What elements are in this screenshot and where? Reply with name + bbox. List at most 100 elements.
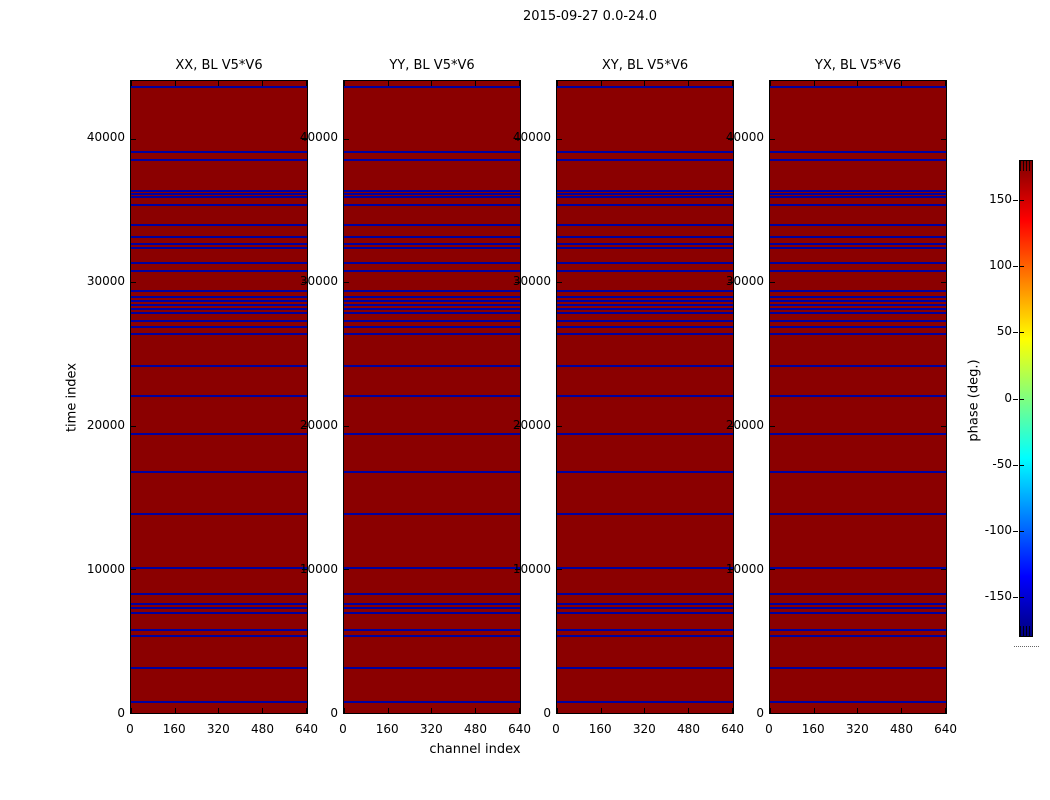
x-tick-mark bbox=[431, 81, 433, 86]
y-tick-mark bbox=[770, 713, 775, 714]
y-tick-label: 40000 bbox=[299, 129, 338, 144]
y-tick-mark bbox=[344, 138, 349, 140]
x-tick-label: 320 bbox=[845, 722, 869, 736]
x-tick-mark bbox=[387, 81, 389, 86]
heatmap-panel-yy bbox=[343, 80, 521, 714]
flagged-row-line bbox=[131, 235, 307, 238]
flagged-row-line bbox=[557, 235, 733, 238]
colorbar-tick-mark bbox=[1013, 332, 1018, 334]
flagged-row-line bbox=[344, 300, 520, 302]
colorbar-tick-mark bbox=[1013, 266, 1018, 267]
x-tick-mark bbox=[644, 708, 646, 713]
flagged-row-line bbox=[557, 246, 733, 249]
flagged-row-line bbox=[770, 246, 946, 249]
colorbar-tick-label: 50 bbox=[996, 324, 1012, 339]
flagged-row-line bbox=[131, 296, 307, 299]
x-tick-mark bbox=[770, 81, 771, 86]
flagged-row-line bbox=[131, 326, 307, 329]
flagged-row-line bbox=[131, 86, 307, 89]
flagged-row-line bbox=[557, 289, 733, 292]
y-tick-label: 10000 bbox=[86, 561, 125, 576]
flagged-row-line bbox=[131, 512, 307, 515]
flagged-row-line bbox=[770, 86, 946, 89]
flagged-row-line bbox=[557, 223, 733, 226]
flagged-row-line bbox=[344, 158, 520, 161]
x-tick-mark bbox=[600, 708, 602, 713]
flagged-row-line bbox=[557, 364, 733, 367]
y-tick-mark bbox=[770, 569, 775, 571]
flagged-row-line bbox=[770, 319, 946, 322]
flagged-row-line bbox=[557, 312, 733, 315]
flagged-row-line bbox=[770, 602, 946, 605]
flagged-row-line bbox=[131, 394, 307, 397]
flagged-row-line bbox=[344, 246, 520, 249]
flagged-row-line bbox=[131, 332, 307, 335]
flagged-row-line bbox=[344, 319, 520, 322]
y-tick-label: 40000 bbox=[725, 129, 764, 144]
y-tick-mark bbox=[728, 282, 733, 284]
flagged-row-line bbox=[344, 193, 520, 195]
y-tick-mark bbox=[941, 138, 946, 140]
x-tick-label: 640 bbox=[508, 722, 532, 736]
flagged-row-line bbox=[344, 432, 520, 435]
y-tick-mark bbox=[770, 425, 775, 427]
y-tick-label: 30000 bbox=[512, 273, 551, 288]
flagged-row-line bbox=[344, 332, 520, 335]
x-tick-mark bbox=[557, 81, 558, 86]
x-tick-mark bbox=[688, 708, 689, 713]
flagged-row-line bbox=[131, 700, 307, 703]
flagged-row-line bbox=[344, 312, 520, 315]
flagged-row-line bbox=[131, 242, 307, 245]
x-tick-mark bbox=[731, 81, 733, 86]
flagged-row-line bbox=[557, 296, 733, 299]
x-tick-mark bbox=[174, 81, 176, 86]
x-tick-label: 480 bbox=[251, 722, 274, 736]
y-tick-mark bbox=[515, 282, 520, 284]
x-tick-mark bbox=[475, 708, 476, 713]
flagged-row-line bbox=[344, 304, 520, 307]
colorbar-bottom-hatch bbox=[1020, 626, 1032, 636]
y-tick-label: 20000 bbox=[512, 417, 551, 432]
flagged-row-line bbox=[344, 364, 520, 367]
flagged-row-line bbox=[131, 269, 307, 272]
flagged-row-line bbox=[770, 150, 946, 153]
x-tick-label: 480 bbox=[890, 722, 913, 736]
flagged-row-line bbox=[770, 432, 946, 435]
colorbar bbox=[1019, 160, 1033, 637]
flagged-row-line bbox=[557, 512, 733, 515]
y-tick-mark bbox=[515, 425, 520, 427]
flagged-row-line bbox=[131, 300, 307, 302]
y-tick-mark bbox=[941, 713, 946, 714]
y-tick-mark bbox=[302, 138, 307, 140]
flagged-row-line bbox=[131, 432, 307, 435]
colorbar-tick-mark bbox=[1020, 531, 1024, 532]
flagged-row-line bbox=[131, 195, 307, 198]
flagged-row-line bbox=[131, 158, 307, 161]
colorbar-tick-label: -50 bbox=[992, 456, 1012, 471]
flagged-row-line bbox=[131, 470, 307, 473]
subplot-title-xx: XX, BL V5*V6 bbox=[175, 58, 263, 73]
x-tick-mark bbox=[901, 81, 902, 86]
flagged-row-line bbox=[770, 364, 946, 367]
flagged-row-line bbox=[131, 567, 307, 569]
flagged-row-line bbox=[557, 193, 733, 195]
heatmap-panel-xy bbox=[556, 80, 734, 714]
flagged-row-line bbox=[131, 193, 307, 195]
flagged-row-line bbox=[557, 612, 733, 614]
flagged-row-line bbox=[770, 242, 946, 245]
x-tick-label: 320 bbox=[206, 722, 230, 736]
flagged-row-line bbox=[557, 269, 733, 272]
x-tick-label: 0 bbox=[765, 722, 773, 736]
colorbar-tick-mark bbox=[1013, 199, 1018, 201]
colorbar-tick-label: 100 bbox=[989, 258, 1012, 272]
y-tick-mark bbox=[557, 713, 562, 714]
flagged-row-line bbox=[344, 512, 520, 515]
flagged-row-line bbox=[131, 223, 307, 226]
x-tick-mark bbox=[218, 81, 220, 86]
flagged-row-line bbox=[131, 602, 307, 605]
flagged-row-line bbox=[770, 635, 946, 638]
flagged-row-line bbox=[557, 242, 733, 245]
x-tick-mark bbox=[431, 708, 433, 713]
flagged-row-line bbox=[131, 289, 307, 292]
